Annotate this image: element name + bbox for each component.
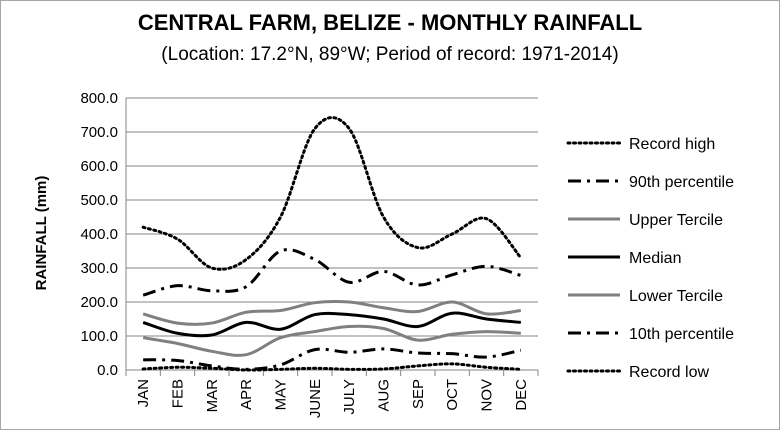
- legend: Record high 90th percentile Upper Tercile M…: [566, 136, 734, 381]
- series-line-upper-tercile: [142, 299, 522, 326]
- series-line-median: [142, 311, 521, 338]
- x-tick-label: SEP: [410, 379, 427, 409]
- x-tick-label: JAN: [135, 379, 152, 407]
- y-tick-label: 800.0: [80, 90, 118, 107]
- chart-subtitle: (Location: 17.2°N, 89°W; Period of recor…: [161, 44, 619, 65]
- y-tick-label: 700.0: [80, 124, 118, 141]
- series-lines: [141, 116, 523, 372]
- legend-label-median: Median: [629, 250, 681, 267]
- series-line-lower-tercile: [142, 324, 521, 357]
- series-line-record-low: [141, 362, 523, 372]
- legend-label-lower-tercile: Lower Tercile: [629, 288, 723, 305]
- y-axis: 0.0 100.0 200.0 300.0 400.0 500.0 600.0 700.0 80…: [80, 90, 127, 379]
- x-tick-label: NOV: [479, 379, 496, 412]
- x-tick-label: AUG: [376, 379, 393, 412]
- x-tick-label: DEC: [513, 379, 530, 411]
- legend-label-record-high: Record high: [629, 136, 715, 153]
- x-tick-label: JULY: [341, 379, 358, 415]
- x-tick-label: MAR: [204, 379, 221, 413]
- x-tick-label: MAY: [273, 379, 290, 410]
- y-tick-label: 500.0: [80, 192, 118, 209]
- legend-label-10th-percentile: 10th percentile: [629, 326, 734, 343]
- legend-label-record-low: Record low: [629, 364, 709, 381]
- grid-lines: [126, 97, 538, 337]
- legend-label-90th-percentile: 90th percentile: [629, 174, 734, 191]
- legend-label-upper-tercile: Upper Tercile: [629, 212, 723, 229]
- x-tick-label: OCT: [444, 379, 461, 411]
- y-tick-label: 200.0: [80, 294, 118, 311]
- y-tick-label: 400.0: [80, 226, 118, 243]
- x-axis: JAN FEB MAR APR MAY JUNE JULY AUG SEP OCT NOV DEC: [125, 369, 539, 418]
- y-axis-label: RAINFALL (mm): [33, 176, 50, 291]
- y-tick-label: 300.0: [80, 260, 118, 277]
- x-tick-label: JUNE: [307, 379, 324, 418]
- y-tick-label: 600.0: [80, 158, 118, 175]
- y-tick-label: 100.0: [80, 328, 118, 345]
- series-line-10th-percentile: [143, 347, 522, 371]
- chart-title: CENTRAL FARM, BELIZE - MONTHLY RAINFALL: [137, 10, 643, 35]
- x-tick-label: FEB: [170, 379, 187, 408]
- y-tick-label: 0.0: [97, 362, 118, 379]
- series-line-90th-percentile: [142, 248, 522, 297]
- series-line-record-high: [141, 116, 523, 271]
- x-tick-label: APR: [238, 379, 255, 410]
